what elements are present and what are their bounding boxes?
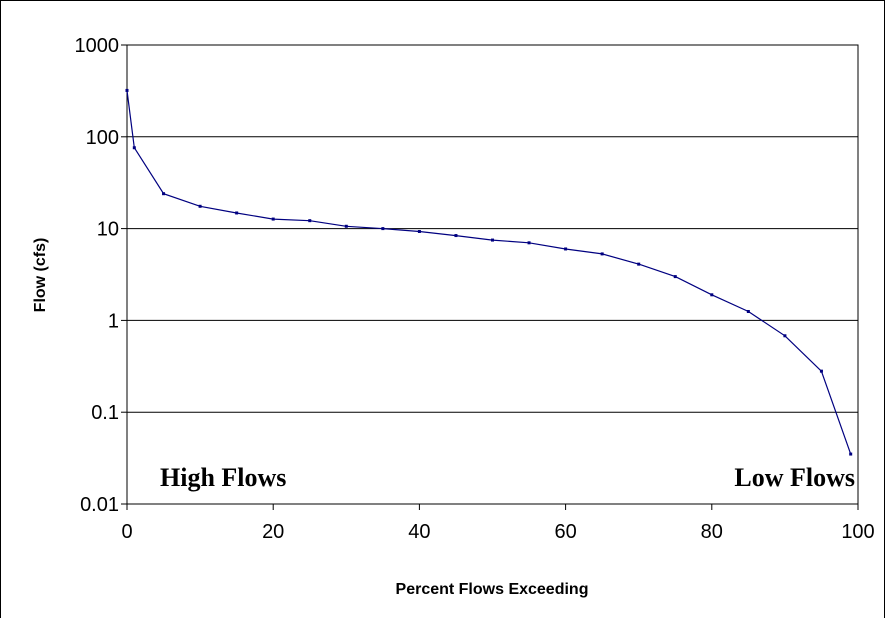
- data-point: [198, 204, 202, 208]
- data-point: [783, 334, 787, 338]
- data-point: [308, 219, 312, 223]
- data-point: [600, 252, 604, 256]
- data-point: [491, 238, 494, 242]
- data-point: [673, 275, 677, 279]
- x-tick-label: 60: [554, 521, 576, 543]
- y-axis: 0.01 0.1 1 10 100 1000: [75, 35, 127, 516]
- y-tick-label: 1000: [75, 35, 120, 57]
- plot-area: [126, 44, 859, 505]
- x-tick-label: 20: [262, 521, 284, 543]
- annotations: High Flows Low Flows: [160, 463, 855, 492]
- y-tick-label: 1: [108, 310, 119, 332]
- x-axis: 0 20 40 60 80 100: [121, 504, 875, 543]
- data-point: [746, 310, 750, 314]
- y-tick-label: 100: [86, 127, 119, 149]
- x-tick-label: 80: [701, 521, 723, 543]
- y-axis-title: Flow (cfs): [32, 238, 49, 313]
- y-tick-label: 0.01: [80, 494, 119, 516]
- data-point: [849, 452, 853, 456]
- x-tick-label: 40: [408, 521, 430, 543]
- data-point: [564, 247, 568, 251]
- annotation-high-flows: High Flows: [160, 463, 286, 492]
- gridlines: [127, 136, 858, 413]
- series-group: [125, 88, 853, 456]
- y-tick-label: 10: [97, 219, 119, 241]
- data-point: [271, 217, 275, 221]
- data-point: [710, 293, 714, 297]
- x-tick-label: 100: [841, 521, 874, 543]
- x-axis-title: Percent Flows Exceeding: [396, 581, 589, 598]
- series-line: [126, 90, 852, 455]
- data-point: [381, 227, 385, 231]
- data-point: [125, 88, 129, 92]
- data-point: [637, 262, 641, 266]
- data-point: [344, 224, 348, 228]
- data-point: [527, 241, 531, 245]
- data-point: [132, 146, 136, 150]
- annotation-low-flows: Low Flows: [734, 463, 855, 492]
- data-point: [162, 192, 166, 196]
- data-point: [417, 229, 421, 233]
- y-tick-label: 0.1: [91, 402, 119, 424]
- data-point: [819, 369, 823, 373]
- data-point: [454, 234, 458, 238]
- x-tick-label: 0: [121, 521, 132, 543]
- data-point: [235, 211, 239, 215]
